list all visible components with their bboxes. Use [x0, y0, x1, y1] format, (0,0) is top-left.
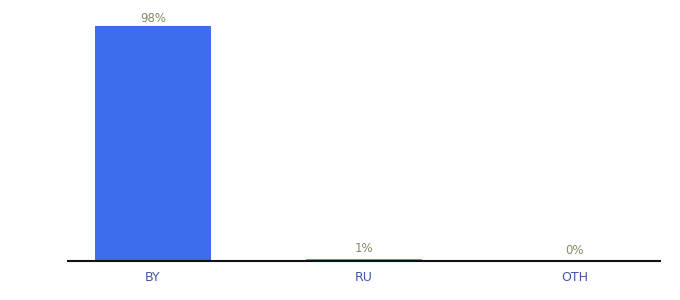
Text: 98%: 98%	[140, 12, 166, 25]
Bar	[306, 259, 422, 261]
Text: 0%: 0%	[566, 244, 584, 257]
Text: 1%: 1%	[354, 242, 373, 255]
Bar	[95, 26, 211, 261]
